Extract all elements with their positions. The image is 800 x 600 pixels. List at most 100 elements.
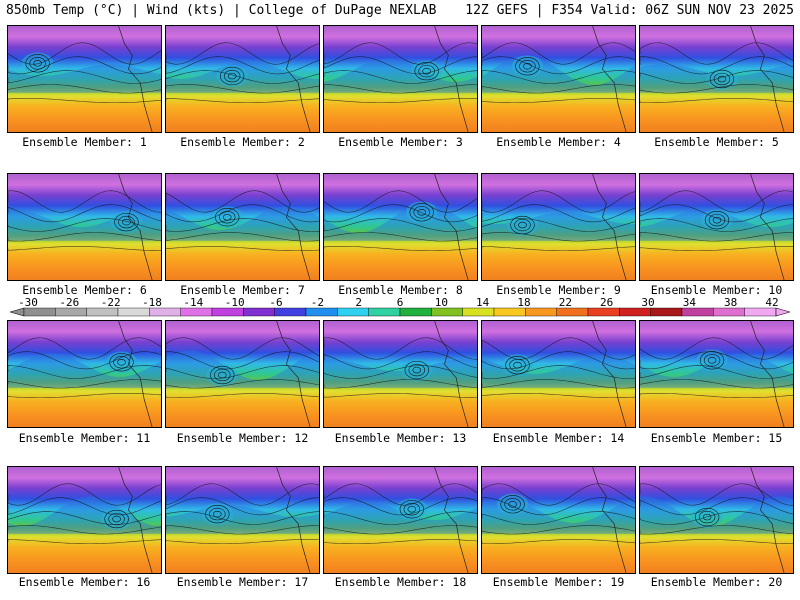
colorbar-swatch	[243, 307, 275, 317]
ensemble-map-panel	[639, 25, 794, 133]
colorbar-swatch	[337, 307, 369, 317]
ensemble-member-label: Ensemble Member: 15	[650, 431, 783, 445]
ensemble-map-panel	[323, 466, 478, 574]
colorbar-swatch	[368, 307, 401, 317]
colorbar-tick-label: 30	[641, 296, 654, 309]
ensemble-map-panel	[481, 25, 636, 133]
ensemble-member-label: Ensemble Member: 18	[334, 575, 467, 589]
colorbar-swatch	[493, 307, 526, 317]
colorbar-swatch	[713, 307, 745, 317]
colorbar-tick-label: -6	[269, 296, 282, 309]
ensemble-member-label: Ensemble Member: 1	[22, 135, 147, 149]
ensemble-member-label: Ensemble Member: 4	[496, 135, 621, 149]
colorbar-swatch	[556, 307, 589, 317]
colorbar-tick-label: 18	[517, 296, 530, 309]
temperature-field-map	[324, 174, 477, 280]
ensemble-member-label: Ensemble Member: 16	[18, 575, 151, 589]
colorbar-tick-label: 14	[476, 296, 490, 309]
ensemble-member-label: Ensemble Member: 5	[654, 135, 779, 149]
ensemble-map-panel	[481, 466, 636, 574]
temperature-field-map	[8, 26, 161, 132]
ensemble-map-panel	[165, 320, 320, 428]
colorbar-tick-label: -22	[101, 296, 121, 309]
temperature-field-map	[8, 174, 161, 280]
colorbar-swatch	[525, 307, 557, 317]
ensemble-member-label: Ensemble Member: 12	[176, 431, 309, 445]
temperature-field-map	[166, 26, 319, 132]
temperature-field-map	[640, 26, 793, 132]
colorbar-tick-label: -10	[225, 296, 245, 309]
colorbar-tick-label: 22	[559, 296, 572, 309]
colorbar-tick-label: -26	[59, 296, 79, 309]
colorbar-graphic: -30 -26 -22 -18 -14 -10 -6 -2 2 6 10 14 18 22 26 30 34 38…	[8, 296, 792, 317]
ensemble-member-label: Ensemble Member: 6	[22, 283, 147, 297]
ensemble-map-panel	[481, 320, 636, 428]
ensemble-map-panel	[323, 173, 478, 281]
ensemble-map-panel	[639, 320, 794, 428]
colorbar-swatch	[117, 307, 150, 317]
colorbar-tick-label: -18	[142, 296, 162, 309]
temperature-field-map	[166, 467, 319, 573]
colorbar-swatch	[305, 307, 338, 317]
ensemble-map-panel	[165, 25, 320, 133]
colorbar-swatch	[211, 307, 244, 317]
colorbar-tick-label: 6	[397, 296, 404, 309]
header-title-left: 850mb Temp (°C) | Wind (kts) | College o…	[6, 3, 437, 18]
temperature-field-map	[640, 321, 793, 427]
colorbar-tick-label: 38	[724, 296, 737, 309]
temperature-field-map	[640, 467, 793, 573]
ensemble-map-panel	[7, 173, 162, 281]
colorbar-tick-label: 2	[355, 296, 362, 309]
colorbar-swatch	[274, 307, 307, 317]
colorbar-swatch	[86, 307, 119, 317]
ensemble-map-panel	[165, 466, 320, 574]
temperature-field-map	[482, 174, 635, 280]
temperature-field-map	[8, 467, 161, 573]
ensemble-member-label: Ensemble Member: 14	[492, 431, 625, 445]
colorbar-tick-label: 42	[765, 296, 778, 309]
temperature-colorbar: -30 -26 -22 -18 -14 -10 -6 -2 2 6 10 14 18 22 26 30 34 38…	[8, 296, 792, 320]
colorbar-swatch	[399, 307, 432, 317]
temperature-field-map	[640, 174, 793, 280]
colorbar-tick-label: 26	[600, 296, 613, 309]
ensemble-member-label: Ensemble Member: 20	[650, 575, 783, 589]
temperature-field-map	[482, 26, 635, 132]
temperature-field-map	[166, 321, 319, 427]
ensemble-map-panel	[7, 466, 162, 574]
temperature-field-map	[324, 467, 477, 573]
temperature-field-map	[482, 467, 635, 573]
ensemble-member-label: Ensemble Member: 10	[650, 283, 783, 297]
ensemble-member-label: Ensemble Member: 11	[18, 431, 151, 445]
colorbar-swatch	[431, 307, 463, 317]
temperature-field-map	[324, 26, 477, 132]
colorbar-tick-label: 34	[683, 296, 697, 309]
ensemble-map-panel	[7, 25, 162, 133]
ensemble-member-label: Ensemble Member: 8	[338, 283, 463, 297]
colorbar-swatch	[55, 307, 87, 317]
ensemble-map-panel	[639, 466, 794, 574]
ensemble-member-label: Ensemble Member: 9	[496, 283, 621, 297]
ensemble-member-label: Ensemble Member: 7	[180, 283, 305, 297]
colorbar-tick-label: -2	[311, 296, 324, 309]
ensemble-map-panel	[323, 320, 478, 428]
colorbar-swatch	[650, 307, 683, 317]
ensemble-map-panel	[165, 173, 320, 281]
colorbar-swatch	[681, 307, 714, 317]
ensemble-map-panel	[481, 173, 636, 281]
ensemble-map-panel	[7, 320, 162, 428]
ensemble-member-label: Ensemble Member: 17	[176, 575, 309, 589]
colorbar-swatch	[180, 307, 213, 317]
temperature-field-map	[166, 174, 319, 280]
temperature-field-map	[8, 321, 161, 427]
colorbar-swatch	[23, 307, 56, 317]
ensemble-map-panel	[323, 25, 478, 133]
colorbar-tick-label: -14	[183, 296, 203, 309]
header-title-right: 12Z GEFS | F354 Valid: 06Z SUN NOV 23 20…	[465, 3, 794, 18]
colorbar-swatch	[619, 307, 651, 317]
colorbar-swatch	[149, 307, 181, 317]
colorbar-tick-label: 10	[435, 296, 448, 309]
ensemble-member-label: Ensemble Member: 19	[492, 575, 625, 589]
ensemble-member-label: Ensemble Member: 13	[334, 431, 467, 445]
colorbar-tick-label: -30	[18, 296, 38, 309]
temperature-field-map	[324, 321, 477, 427]
